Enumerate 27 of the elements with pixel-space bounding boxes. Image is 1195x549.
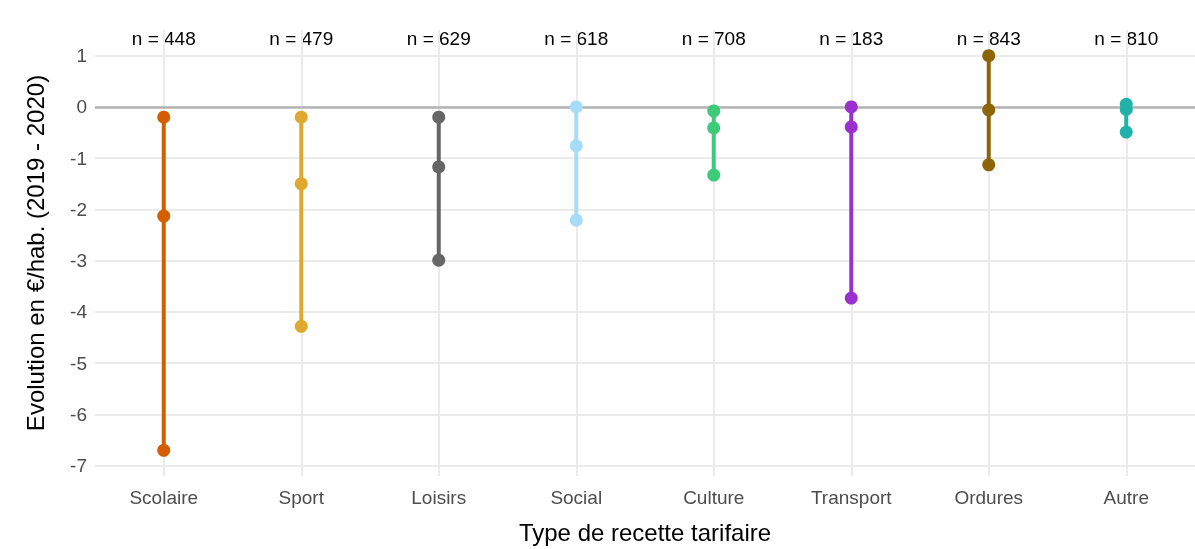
annotation: n = 708 bbox=[681, 27, 746, 49]
annotation: n = 629 bbox=[406, 27, 471, 49]
y-tick-label: -5 bbox=[70, 352, 87, 374]
annotation: n = 618 bbox=[544, 27, 609, 49]
y-tick-label: -7 bbox=[70, 455, 87, 477]
x-tick-label: Autre bbox=[1103, 487, 1149, 508]
x-tick-label: Loisirs bbox=[411, 487, 467, 508]
annotation: n = 479 bbox=[269, 27, 334, 49]
y-tick-label: 1 bbox=[76, 45, 87, 67]
y-axis-title: Evolution en €/hab. (2019 - 2020) bbox=[21, 74, 49, 432]
y-tick-label: -6 bbox=[70, 403, 87, 425]
x-tick-label: Sport bbox=[278, 487, 325, 508]
annotation: n = 448 bbox=[131, 27, 196, 49]
x-tick-label: Ordures bbox=[954, 487, 1024, 508]
x-tick-label: Transport bbox=[810, 487, 893, 508]
x-tick-label: Scolaire bbox=[129, 487, 199, 508]
annotation: n = 810 bbox=[1094, 27, 1159, 49]
y-tick-label: -3 bbox=[70, 250, 87, 272]
y-tick-label: -4 bbox=[70, 301, 88, 323]
annotation: n = 843 bbox=[956, 27, 1021, 49]
y-tick-label: -2 bbox=[70, 198, 87, 220]
y-tick-label: -1 bbox=[70, 147, 87, 169]
x-tick-label: Social bbox=[550, 487, 603, 508]
annotation: n = 183 bbox=[819, 27, 884, 49]
y-tick-label: 0 bbox=[76, 96, 87, 118]
x-axis-title: Type de recette tarifaire bbox=[518, 518, 772, 546]
x-tick-label: Culture bbox=[683, 487, 745, 508]
